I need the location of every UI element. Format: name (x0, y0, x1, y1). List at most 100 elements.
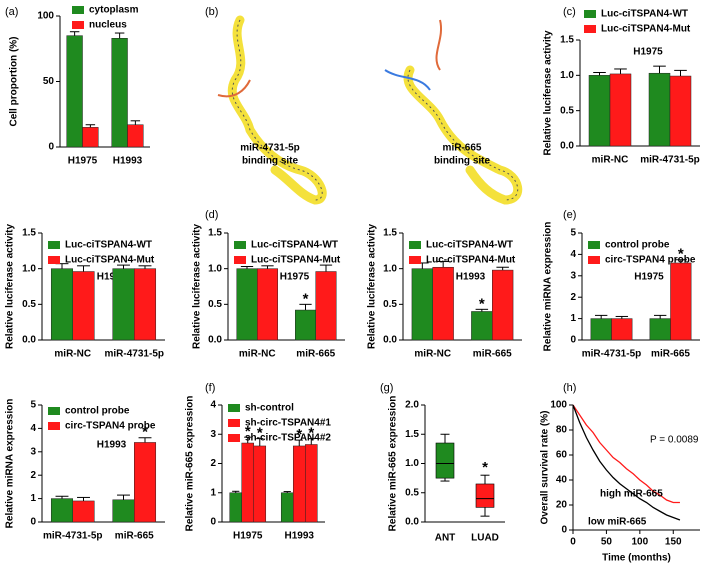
panel-label: (d) (205, 209, 218, 221)
bar (72, 500, 95, 523)
x-tick-label: 150 (665, 537, 682, 548)
significance: * (482, 459, 488, 476)
x-tick-label: miR-4731-5p (43, 531, 102, 542)
bar (609, 73, 632, 147)
y-tick-label: 4 (570, 249, 576, 260)
series-label: high miR-665 (600, 489, 663, 500)
series-label: low miR-665 (588, 517, 647, 528)
y-tick-label: 3 (210, 429, 216, 440)
x-tick-label: miR-4731-5p (640, 155, 699, 166)
y-tick-label: 0.5 (383, 299, 397, 310)
y-tick-label: 1.5 (405, 429, 419, 440)
y-axis-title: Relative luciferase activity (5, 224, 16, 350)
legend-label: Luc-ciTSPAN4-Mut (251, 255, 341, 266)
bar (112, 268, 135, 341)
y-tick-label: 5 (30, 400, 36, 411)
y-tick-label: 1 (30, 493, 36, 504)
y-axis-title: Cell proportion (%) (9, 37, 20, 127)
legend-label: circ-TSPAN4 probe (65, 421, 156, 432)
legend-swatch (228, 434, 240, 442)
rna-structure-art (217, 15, 523, 205)
y-axis-title: Relative luciferase activity (543, 30, 554, 156)
y-tick-label: 1 (210, 487, 216, 498)
annotation: P = 0.0089 (650, 435, 699, 446)
bar (241, 442, 255, 523)
bar (253, 445, 267, 523)
y-axis-title: Relative miR-665 expression (185, 396, 196, 532)
subtitle: H1993 (97, 272, 127, 283)
legend-label: Luc-ciTSPAN4-WT (251, 240, 338, 251)
box (475, 483, 495, 508)
legend-label: Luc-ciTSPAN4-WT (65, 240, 152, 251)
x-tick-label: H1975 (68, 156, 98, 167)
y-tick-label: 2 (210, 458, 216, 469)
legend-label: circ-TSPAN4 probe (605, 255, 696, 266)
legend-swatch (48, 256, 60, 264)
x-tick-label: miR-665 (651, 349, 690, 360)
legend-label: Luc-ciTSPAN4-Mut (65, 255, 155, 266)
x-tick-label: miR-665 (296, 349, 335, 360)
legend-label: control probe (65, 406, 130, 417)
legend-swatch (588, 256, 600, 264)
x-tick-label: miR-NC (592, 155, 629, 166)
legend-swatch (409, 256, 421, 264)
x-tick-label: H1975 (233, 531, 263, 542)
legend-label: nucleus (89, 20, 127, 31)
y-tick-label: 1.5 (383, 228, 397, 239)
site-label: binding site (242, 156, 299, 167)
significance: * (296, 426, 302, 443)
y-tick-label: 3 (30, 446, 36, 457)
bar (471, 311, 493, 341)
y-tick-label: 0 (48, 142, 54, 153)
panel-label: (e) (563, 209, 576, 221)
bar (112, 499, 135, 523)
y-tick-label: 1.0 (560, 70, 574, 81)
legend-label: sh-circ-TSPAN4#1 (245, 418, 331, 429)
legend-label: sh-circ-TSPAN4#2 (245, 433, 331, 444)
x-tick-label: H1993 (113, 156, 143, 167)
legend-label: Luc-ciTSPAN4-WT (426, 240, 513, 251)
significance: * (142, 424, 148, 441)
site-label: binding site (434, 156, 491, 167)
bar (305, 444, 318, 523)
y-tick-label: 0.5 (405, 487, 419, 498)
survival-curve (572, 404, 680, 504)
bar (411, 268, 433, 341)
significance: * (257, 425, 263, 442)
bar (611, 318, 633, 341)
subtitle: H1975 (280, 272, 310, 283)
subtitle: H1975 (633, 47, 663, 58)
significance: * (308, 425, 314, 442)
bar (590, 318, 612, 341)
legend-label: control probe (605, 240, 670, 251)
y-tick-label: 1.5 (208, 228, 222, 239)
y-tick-label: 1.0 (208, 263, 222, 274)
y-tick-label: 100 (550, 400, 567, 411)
bar (134, 442, 157, 523)
legend-swatch (228, 404, 240, 412)
bar (66, 35, 83, 148)
panel-label: (h) (563, 382, 576, 394)
y-tick-label: 0.5 (208, 299, 222, 310)
legend-label: cytoplasm (89, 5, 139, 16)
legend-swatch (234, 256, 246, 264)
y-tick-label: 2 (30, 470, 36, 481)
y-tick-label: 1.5 (560, 35, 574, 46)
y-tick-label: 0.0 (560, 141, 574, 152)
bar (72, 271, 95, 341)
panel-label: (b) (205, 6, 218, 18)
y-tick-label: 20 (556, 500, 568, 511)
panel-label: (f) (205, 382, 215, 394)
y-axis-title: Overall survival rate (%) (540, 411, 551, 525)
y-tick-label: 0.5 (560, 105, 574, 116)
x-tick-label: H1993 (285, 531, 315, 542)
y-tick-label: 0.0 (22, 335, 36, 346)
x-tick-label: 100 (631, 537, 648, 548)
y-tick-label: 50 (43, 76, 55, 87)
y-tick-label: 80 (556, 425, 568, 436)
legend-swatch (228, 419, 240, 427)
survival-curve (572, 404, 681, 521)
legend-swatch (72, 6, 84, 14)
y-tick-label: 0 (561, 525, 567, 536)
